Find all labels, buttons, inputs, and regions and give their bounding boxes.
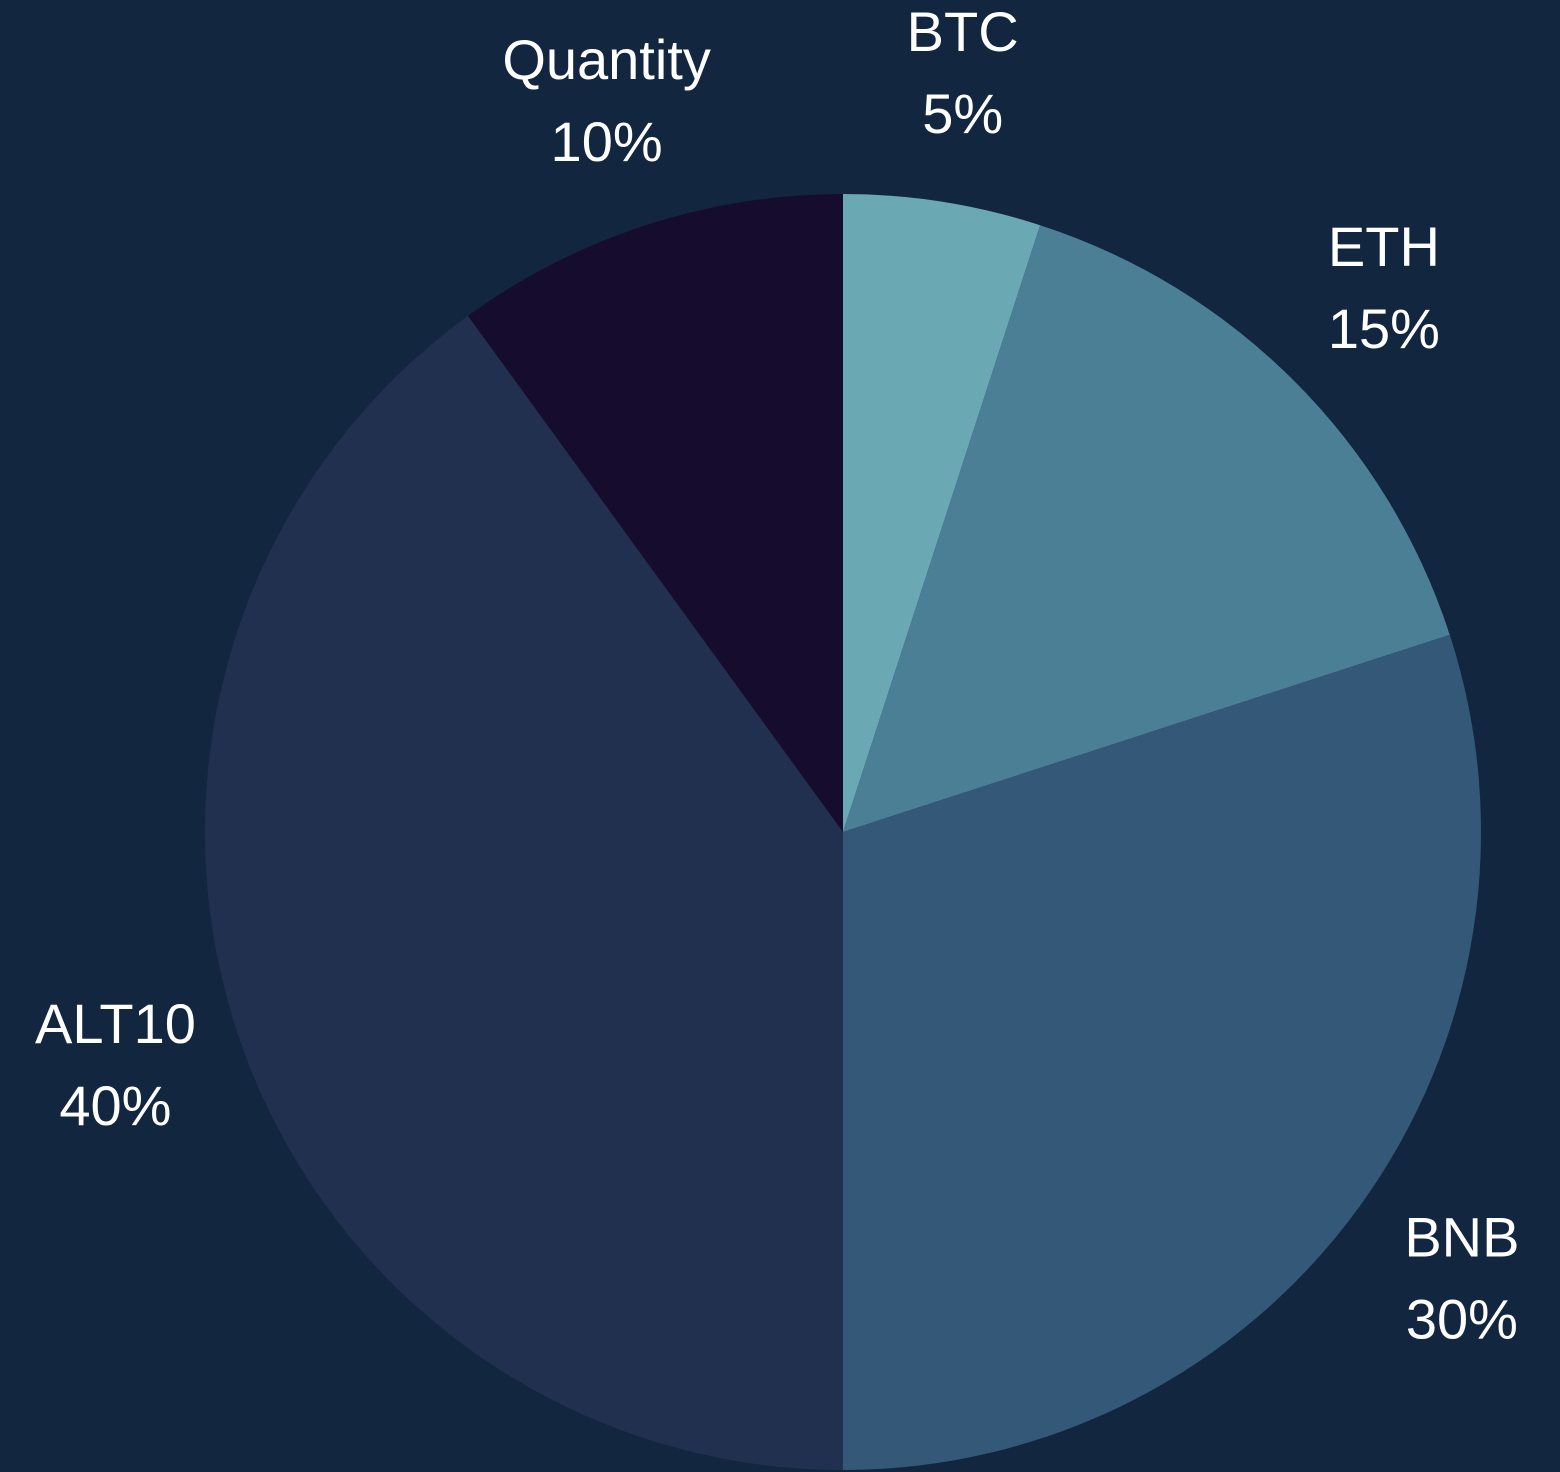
pie-slice [205, 315, 844, 1470]
pie-slice [467, 194, 843, 832]
slice-name: BNB [1404, 1205, 1519, 1268]
slice-value-label: 10% [551, 110, 663, 173]
slice-value-label: 15% [1328, 297, 1440, 360]
pie-slice [843, 225, 1450, 832]
pie-slice [843, 634, 1481, 1470]
slice-name: ETH [1328, 215, 1440, 278]
slice-value-label: 5% [922, 82, 1003, 145]
slice-name: BTC [907, 0, 1019, 63]
slice-value-label: 40% [59, 1074, 171, 1137]
slice-name: ALT10 [35, 992, 196, 1055]
slice-value-label: 30% [1406, 1287, 1518, 1350]
pie-slice [843, 194, 1041, 832]
slice-name: Quantity [502, 28, 711, 91]
